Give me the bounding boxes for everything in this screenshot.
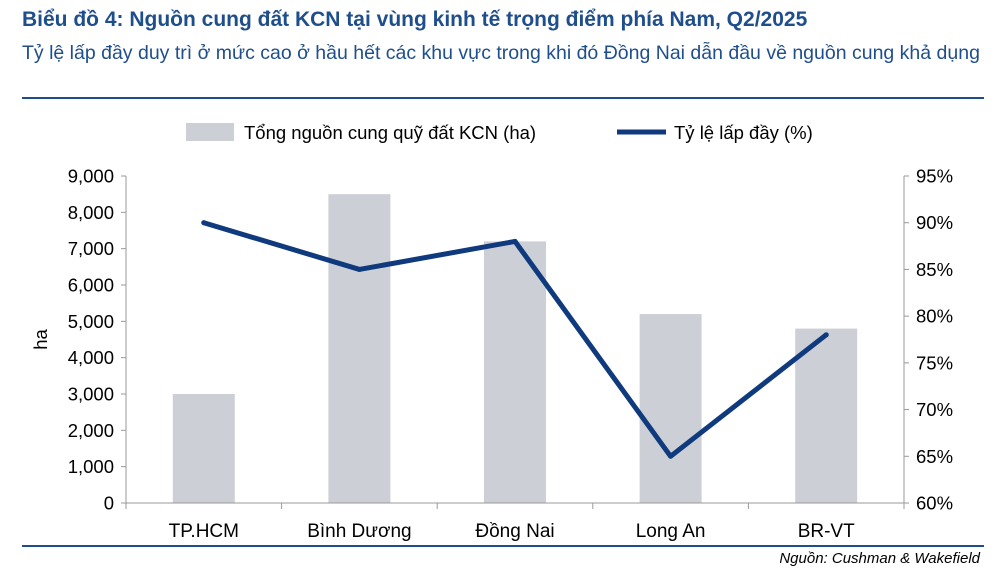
line-point-Đồng Nai [512,238,518,244]
bar-series [172,194,858,503]
chart-title: Biểu đồ 4: Nguồn cung đất KCN tại vùng k… [22,8,808,31]
y2-tick-label: 80% [916,306,953,327]
bar-Đồng Nai [484,241,546,503]
y-tick-label: 9,000 [68,166,114,187]
bottom-divider [22,545,984,547]
x-tick-label: Long An [636,521,706,542]
top-divider [22,97,984,99]
y-tick-label: 4,000 [68,347,114,368]
y-tick-label: 6,000 [68,275,114,296]
y2-tick-label: 85% [916,259,953,280]
axis-labels: 0 1,000 2,000 3,000 4,000 5,000 6,000 7,000 8,00… [30,166,953,543]
bar-TP.HCM [172,394,235,503]
legend-bar-swatch [186,123,234,141]
y2-tick-label: 75% [916,352,953,373]
y2-tick-label: 90% [916,212,953,233]
chart-axes [121,175,909,509]
line-series [201,220,829,459]
x-tick-label: Bình Dương [307,521,411,542]
y2-tick-label: 65% [916,446,953,467]
x-tick-label: Đồng Nai [475,521,554,542]
x-tick-label: TP.HCM [169,521,239,542]
y-tick-label: 5,000 [68,311,114,332]
y2-tick-label: 70% [916,399,953,420]
y-tick-label: 7,000 [68,238,114,259]
source-note: Nguồn: Cushman & Wakefield [779,550,980,567]
y2-tick-label: 60% [916,493,953,514]
chart-subtitle: Tỷ lệ lấp đầy duy trì ở mức cao ở hầu hế… [22,42,980,64]
y2-tick-label: 95% [916,166,953,187]
y-tick-label: 0 [104,493,114,514]
bar-Long An [639,314,702,503]
x-tick-label: BR-VT [798,521,855,542]
bar-BR-VT [795,328,858,503]
y-tick-label: 3,000 [68,384,114,405]
line-point-TP.HCM [201,220,207,226]
chart-legend: Tổng nguồn cung quỹ đất KCN (ha) Tỷ lệ lấ… [186,122,813,143]
line-point-Long An [668,453,674,459]
legend-bar-label: Tổng nguồn cung quỹ đất KCN (ha) [244,122,536,143]
y-tick-label: 1,000 [68,456,114,477]
y-axis-title: ha [30,329,51,350]
line-point-Bình Dương [356,266,362,272]
line-point-BR-VT [823,332,829,338]
legend-line-label: Tỷ lệ lấp đầy (%) [674,122,813,143]
bar-Bình Dương [328,194,391,503]
y-tick-label: 2,000 [68,420,114,441]
y-tick-label: 8,000 [68,202,114,223]
